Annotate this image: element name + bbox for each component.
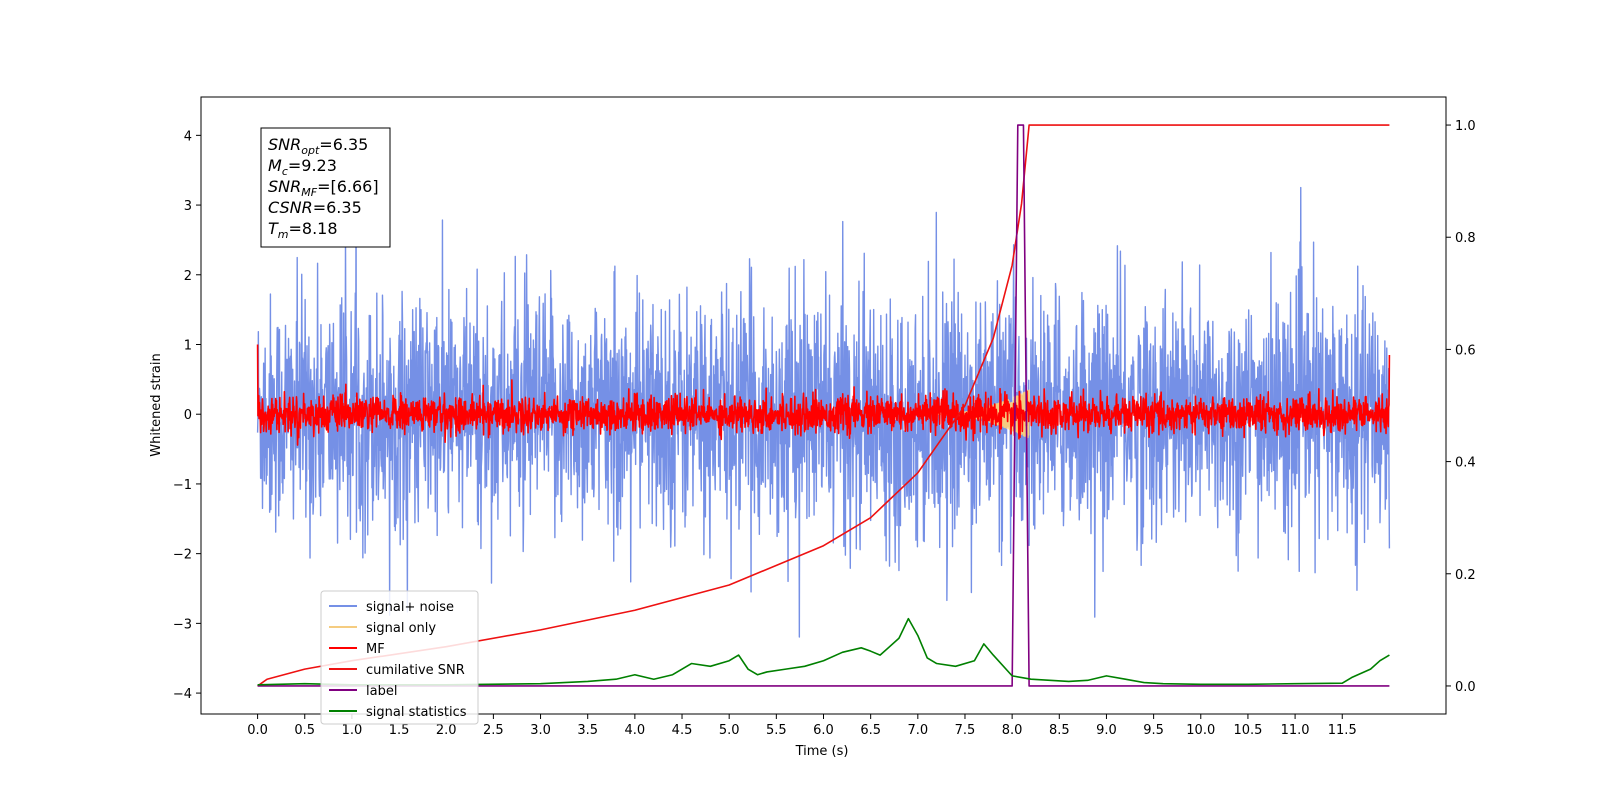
x-tick-label: 2.5 [483,723,504,738]
y2-tick-label: 0.6 [1455,343,1476,358]
x-tick-label: 2.0 [436,723,457,738]
x-tick-label: 1.0 [342,723,363,738]
legend-label: signal statistics [366,705,467,720]
y-tick-label: 4 [184,129,192,144]
annotation-line: Tm=8.18 [268,219,338,241]
x-tick-label: 10.5 [1233,723,1262,738]
x-tick-label: 0.5 [294,723,315,738]
x-tick-label: 6.5 [860,723,881,738]
x-tick-label: 9.5 [1143,723,1164,738]
y-tick-label: 2 [184,269,192,284]
legend-label: cumilative SNR [366,663,465,678]
x-tick-label: 7.0 [907,723,928,738]
y-axis-label: Whitened strain [149,353,164,456]
y-axis-ticks: −4 −3 −2 −1 0 1 2 3 4 [173,129,201,702]
x-tick-label: 8.5 [1049,723,1070,738]
x-tick-label: 5.0 [719,723,740,738]
series-line-signal-statistics [257,617,1390,686]
x-axis-label: Time (s) [795,744,849,759]
x-axis-ticks: 0.0 0.5 1.0 1.5 2.0 2.5 3.0 3.5 4.0 4.5 5.0 5.5 6.0 6… [247,714,1357,738]
x-tick-label: 9.0 [1096,723,1117,738]
y-tick-label: 3 [184,199,192,214]
legend-label: signal+ noise [366,600,454,615]
series-line-label [257,124,1390,687]
y-tick-label: −2 [173,548,192,563]
y2-tick-label: 0.0 [1455,680,1476,695]
y2-axis-ticks: 0.0 0.2 0.4 0.6 0.8 1.0 [1446,119,1476,695]
x-tick-label: 3.5 [577,723,598,738]
x-tick-label: 1.5 [389,723,410,738]
x-tick-label: 4.5 [672,723,693,738]
x-tick-label: 11.0 [1281,723,1310,738]
x-tick-label: 10.0 [1186,723,1215,738]
x-tick-label: 4.0 [625,723,646,738]
x-tick-label: 7.5 [955,723,976,738]
y-tick-label: 0 [184,408,192,423]
annotation-frame [260,127,391,248]
y-tick-label: −4 [173,687,192,702]
annotation-line: SNRMF=[6.66] [268,177,379,199]
series-line-mf [256,344,1391,446]
annotation-line: Mc=9.23 [268,156,337,178]
x-tick-label: 0.0 [247,723,268,738]
y2-tick-label: 0.2 [1455,568,1476,583]
legend-label: signal only [366,621,436,636]
x-tick-label: 5.5 [766,723,787,738]
x-tick-label: 6.0 [813,723,834,738]
y-tick-label: 1 [184,338,192,353]
annotation-line: CSNR=6.35 [268,198,362,217]
legend-frame [320,590,479,725]
x-tick-label: 8.0 [1002,723,1023,738]
x-tick-label: 11.5 [1328,723,1357,738]
y2-tick-label: 0.4 [1455,456,1476,471]
annotation-line: SNRopt=6.35 [268,135,368,157]
y2-tick-label: 0.8 [1455,231,1476,246]
legend: signal+ noise signal only MF cumilative SNR… [320,590,479,725]
x-tick-label: 3.0 [530,723,551,738]
y2-tick-label: 1.0 [1455,119,1476,134]
legend-label: MF [366,642,385,657]
y-tick-label: −3 [173,617,192,632]
y-tick-label: −1 [173,478,192,493]
legend-label: label [366,684,397,699]
series-line-signal-noise [256,186,1391,638]
